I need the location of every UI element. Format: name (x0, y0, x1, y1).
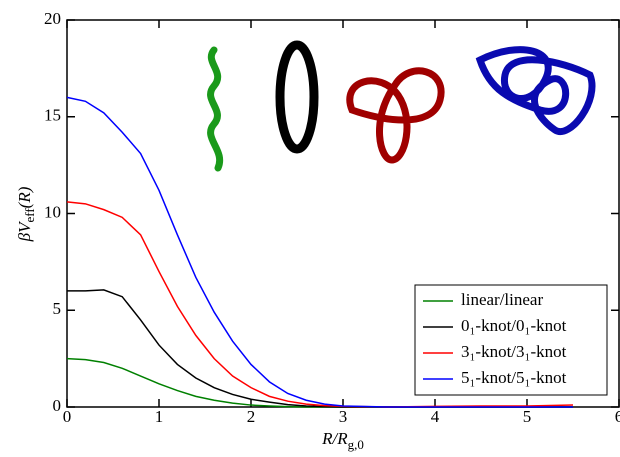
legend-label: 0₁-knot/0₁-knot (461, 316, 567, 335)
x-axis-label: R/Rg,0 (321, 429, 364, 452)
trefoil-icon (346, 67, 445, 164)
series-line (66, 96, 573, 408)
y-tick-label: 0 (53, 396, 62, 415)
y-tick-label: 20 (44, 9, 61, 28)
x-tick-label: 6 (615, 407, 620, 426)
legend-label: 5₁-knot/5₁-knot (461, 368, 567, 387)
y-tick-label: 15 (44, 106, 61, 125)
x-tick-label: 1 (155, 407, 164, 426)
legend-label: 3₁-knot/3₁-knot (461, 342, 567, 361)
y-tick-label: 5 (53, 299, 62, 318)
x-tick-label: 0 (63, 407, 72, 426)
legend-box (414, 284, 608, 396)
linear-chain-icon (207, 46, 224, 172)
ring-icon (275, 40, 319, 154)
legend-label: linear/linear (461, 290, 543, 309)
x-tick-label: 5 (523, 407, 532, 426)
x-tick-label: 3 (339, 407, 348, 426)
x-tick-label: 2 (247, 407, 256, 426)
y-axis-label: βVeff(R) (15, 186, 37, 242)
pentafoil-icon (475, 46, 596, 136)
illustrations (207, 40, 596, 172)
x-tick-label: 4 (431, 407, 440, 426)
y-tick-label: 10 (44, 202, 61, 221)
